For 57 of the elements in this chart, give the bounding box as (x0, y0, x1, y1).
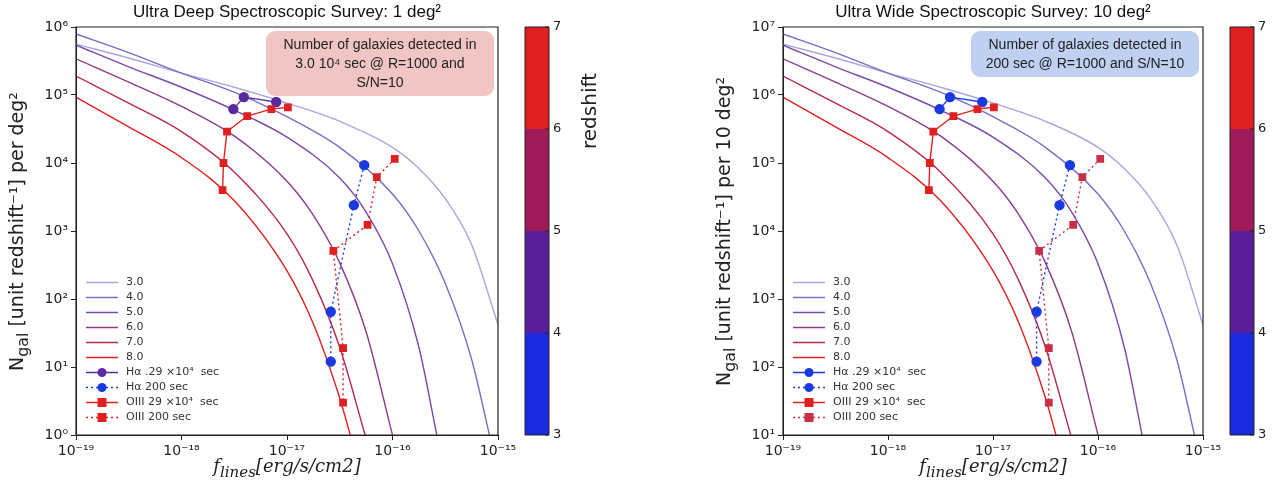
legend-label: 4.0 (126, 290, 144, 304)
legend-label: 8.0 (126, 350, 144, 364)
annotation: Number of galaxies detected in 3.0 10⁴ sec @ R=1000 and S/N=10 (266, 31, 494, 96)
legend-label: OIII 29 ×10⁴ sec (126, 395, 219, 409)
legend-label: 7.0 (833, 335, 851, 349)
chart-title: Ultra Deep Spectroscopic Survey: 1 deg² (131, 2, 442, 22)
legend-label: Hα .29 ×10⁴ sec (833, 365, 927, 379)
legend-label: OIII 200 sec (126, 410, 191, 424)
legend-label: 5.0 (126, 305, 144, 319)
color-bar-label: 5 (1258, 222, 1267, 238)
annotation: Number of galaxies detected in 200 sec @ R=1000 and S/N=10 (971, 31, 1199, 77)
x-tick-label: 10⁻¹⁸ (163, 442, 201, 459)
y-tick-label: 10⁶ (751, 85, 776, 102)
legend-label: Hα 200 sec (833, 380, 896, 394)
legend-label: 7.0 (126, 335, 144, 349)
y-tick-label: 10¹ (44, 357, 68, 374)
legend-label: 5.0 (833, 305, 851, 319)
y-tick-label: 10⁰ (44, 425, 69, 442)
color-bar-title: redshift (577, 72, 602, 149)
legend-label: Hα 200 sec (126, 380, 189, 394)
x-tick-label: 10⁻¹⁵ (1184, 442, 1222, 459)
legend-label: Hα .29 ×10⁴ sec (126, 365, 220, 379)
legend-label: 8.0 (833, 350, 851, 364)
y-tick-label: 10² (751, 357, 775, 374)
color-bar-label: 6 (553, 120, 562, 136)
legend-label: 4.0 (833, 290, 851, 304)
legend-label: 3.0 (833, 275, 851, 289)
y-tick-label: 10⁷ (751, 17, 775, 34)
color-bar-label: 6 (1258, 120, 1267, 136)
legend-label: 6.0 (126, 320, 144, 334)
color-bar-label: 4 (1258, 324, 1267, 340)
y-tick-label: 10⁶ (44, 17, 69, 34)
y-tick-label: 10⁵ (44, 85, 68, 102)
y-tick-label: 10³ (751, 289, 775, 306)
y-tick-label: 10⁴ (44, 153, 69, 170)
y-tick-label: 10⁴ (751, 221, 776, 238)
y-tick-label: 10² (44, 289, 68, 306)
legend-label: OIII 200 sec (833, 410, 898, 424)
x-tick-label: 10⁻¹⁹ (764, 442, 802, 459)
y-tick-label: 10⁵ (751, 153, 775, 170)
legend-label: OIII 29 ×10⁴ sec (833, 395, 926, 409)
x-tick-label: 10⁻¹⁹ (57, 442, 95, 459)
y-tick-label: 10¹ (751, 425, 775, 442)
color-bar-label: 5 (553, 222, 562, 238)
legend-label: 3.0 (126, 275, 144, 289)
x-tick-label: 10⁻¹⁶ (374, 442, 412, 459)
color-bar-label: 7 (553, 18, 562, 34)
color-bar-label: 3 (1258, 426, 1267, 442)
legend-label: 6.0 (833, 320, 851, 334)
chart-title: Ultra Wide Spectroscopic Survey: 10 deg² (834, 2, 1152, 22)
color-bar-label: 7 (1258, 18, 1267, 34)
color-bar-label: 3 (553, 426, 562, 442)
x-tick-label: 10⁻¹⁶ (1079, 442, 1117, 459)
y-tick-label: 10³ (44, 221, 68, 238)
color-bar-label: 4 (553, 324, 562, 340)
x-tick-label: 10⁻¹⁵ (479, 442, 517, 459)
x-tick-label: 10⁻¹⁸ (869, 442, 907, 459)
